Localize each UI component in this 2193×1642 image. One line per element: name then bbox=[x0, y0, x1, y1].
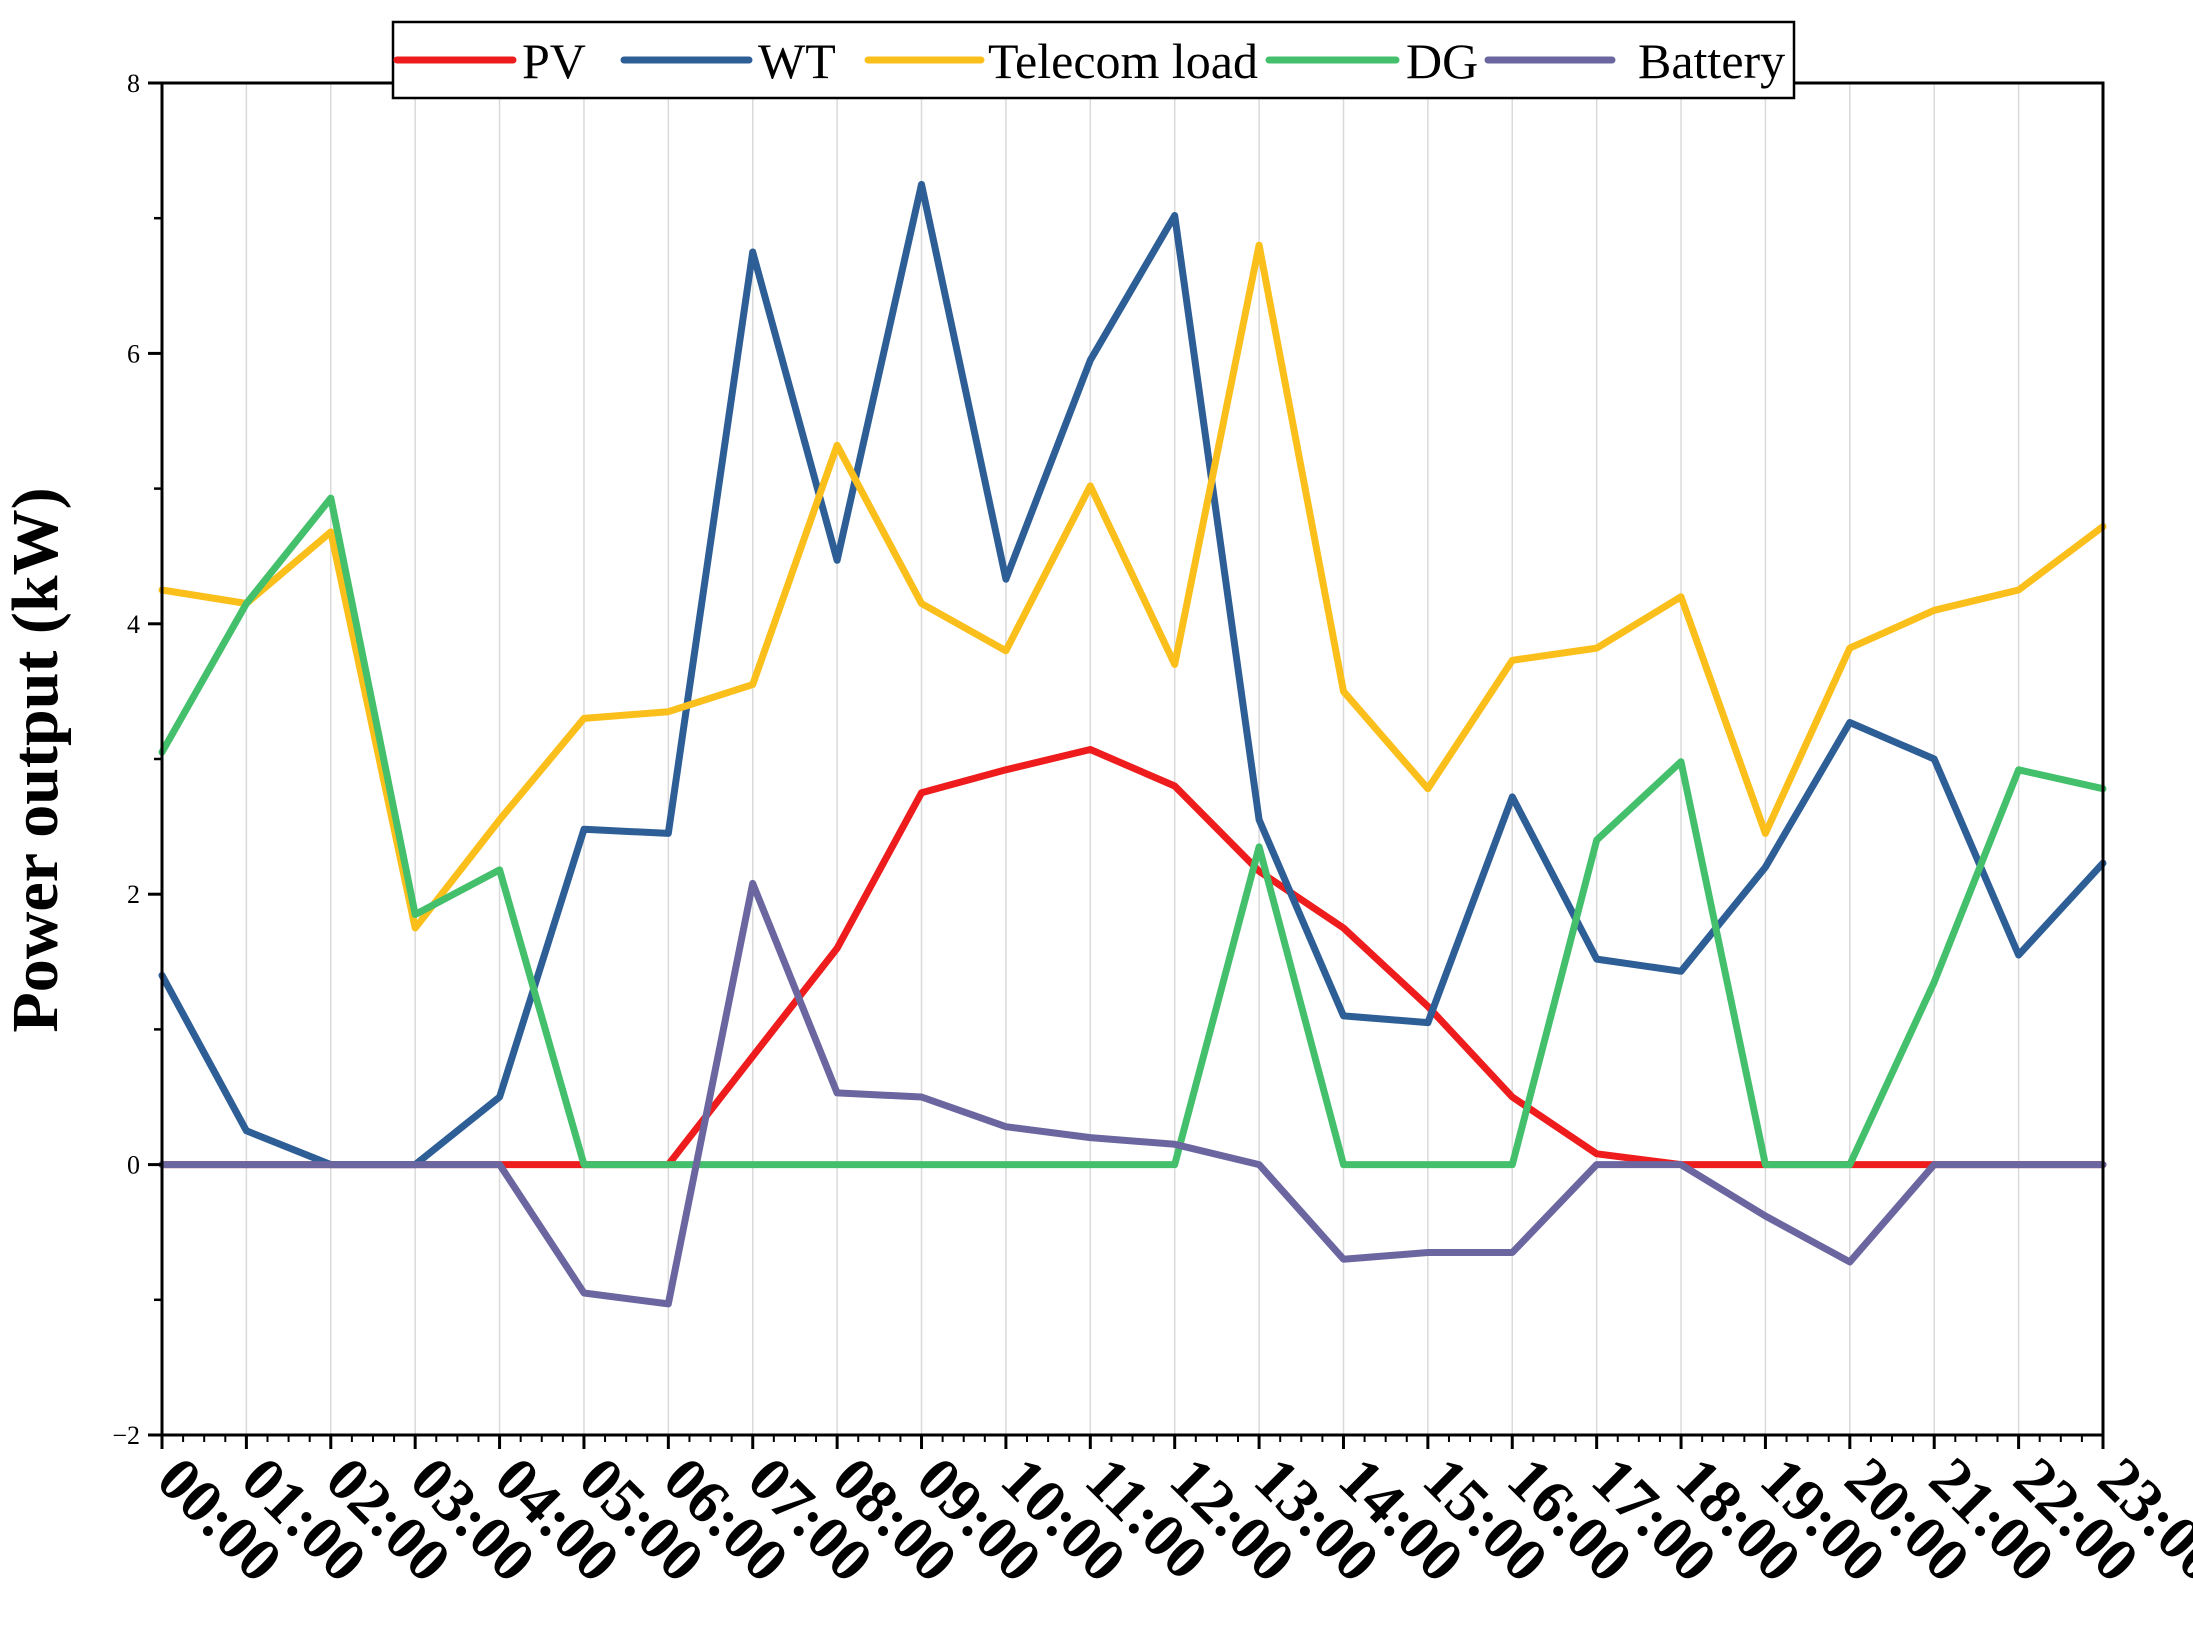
axes: −20246800:0001:0002:0003:0004:0005:0006:… bbox=[112, 69, 2193, 1595]
legend-label: WT bbox=[758, 33, 836, 89]
series-line-battery bbox=[158, 879, 2107, 1308]
legend-label: Battery bbox=[1638, 33, 1785, 89]
y-tick-label: 8 bbox=[127, 69, 140, 98]
y-tick-label: 4 bbox=[127, 610, 140, 639]
legend-label: PV bbox=[522, 33, 586, 89]
legend-label: DG bbox=[1406, 33, 1478, 89]
series-lines bbox=[158, 180, 2107, 1308]
y-axis-title: Power output (kW) bbox=[0, 487, 72, 1032]
legend-label: Telecom load bbox=[988, 33, 1258, 89]
series-line-wt bbox=[158, 180, 2107, 1169]
legend: PV WT Telecom load DG Battery bbox=[391, 20, 1796, 100]
y-tick-label: 0 bbox=[127, 1151, 140, 1180]
series-line-dg bbox=[158, 494, 2107, 1169]
series-line-pv bbox=[158, 746, 2107, 1169]
y-tick-label: 6 bbox=[127, 339, 140, 368]
y-tick-label: −2 bbox=[112, 1421, 140, 1450]
series-line-telecom-load bbox=[158, 241, 2107, 932]
y-tick-label: 2 bbox=[127, 880, 140, 909]
